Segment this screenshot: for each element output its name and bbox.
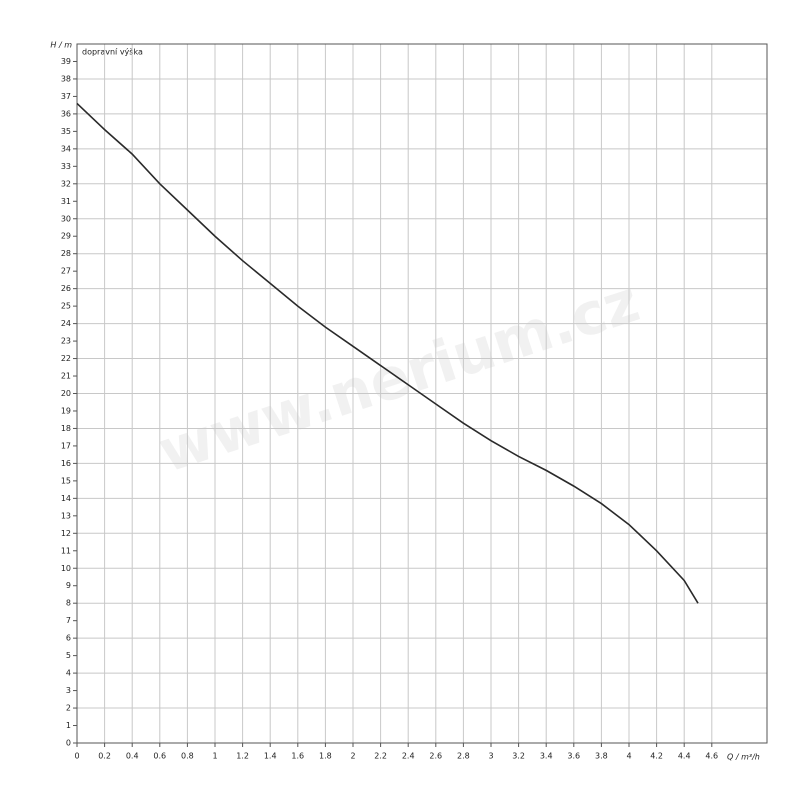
x-tick-label: 1.2 — [236, 752, 249, 761]
y-tick-label: 16 — [61, 459, 71, 468]
x-tick-label: 0.2 — [98, 752, 111, 761]
y-tick-label: 10 — [61, 564, 71, 573]
y-tick-label: 1 — [66, 721, 71, 730]
y-tick-label: 39 — [61, 57, 71, 66]
x-tick-label: 2.2 — [374, 752, 387, 761]
y-tick-label: 7 — [66, 616, 71, 625]
x-tick-label: 2 — [350, 752, 355, 761]
x-tick-label: 0.4 — [126, 752, 139, 761]
y-tick-label: 34 — [61, 144, 71, 153]
y-tick-label: 36 — [61, 109, 71, 118]
x-tick-label: 0 — [74, 752, 79, 761]
y-tick-label: 30 — [61, 214, 71, 223]
y-tick-label: 19 — [61, 406, 71, 415]
x-tick-label: 4.6 — [705, 752, 718, 761]
y-tick-label: 23 — [61, 337, 71, 346]
x-tick-label: 3.8 — [595, 752, 608, 761]
y-tick-label: 25 — [61, 302, 71, 311]
x-axis-label: Q / m³/h — [727, 753, 760, 762]
y-tick-label: 6 — [66, 634, 71, 643]
y-tick-label: 12 — [61, 529, 71, 538]
y-tick-label: 26 — [61, 284, 71, 293]
y-tick-label: 3 — [66, 686, 71, 695]
curve — [76, 102, 699, 604]
y-tick-label: 4 — [66, 669, 71, 678]
y-tick-label: 33 — [61, 162, 71, 171]
x-tick-label: 4.4 — [678, 752, 691, 761]
x-tick-label: 2.6 — [429, 752, 442, 761]
x-tick-label: 2.8 — [457, 752, 470, 761]
x-tick-label: 3.4 — [540, 752, 553, 761]
y-tick-label: 35 — [61, 127, 71, 136]
y-tick-label: 32 — [61, 179, 71, 188]
y-tick-label: 5 — [66, 651, 71, 660]
y-tick-label: 22 — [61, 354, 71, 363]
y-tick-label: 8 — [66, 599, 71, 608]
y-tick-label: 29 — [61, 232, 71, 241]
y-tick-label: 14 — [61, 494, 71, 503]
y-tick-label: 27 — [61, 267, 71, 276]
y-tick-label: 0 — [66, 739, 71, 748]
y-tick-label: 2 — [66, 704, 71, 713]
watermark: www.nerium.cz — [150, 267, 647, 486]
y-tick-label: 38 — [61, 74, 71, 83]
plot-frame — [76, 43, 768, 744]
y-tick-label: 18 — [61, 424, 71, 433]
x-tick-label: 0.8 — [181, 752, 194, 761]
y-tick-label: 28 — [61, 249, 71, 258]
x-tick-label: 3.6 — [567, 752, 580, 761]
y-tick-label: 37 — [61, 92, 71, 101]
x-tick-label: 4 — [626, 752, 631, 761]
x-tick-label: 1.8 — [319, 752, 332, 761]
y-tick-label: 20 — [61, 389, 71, 398]
x-tick-label: 1.4 — [264, 752, 277, 761]
y-axis-label: H / m — [50, 41, 72, 50]
y-tick-label: 13 — [61, 511, 71, 520]
y-tick-label: 17 — [61, 441, 71, 450]
x-tick-label: 1 — [212, 752, 217, 761]
x-tick-label: 1.6 — [291, 752, 304, 761]
y-tick-label: 21 — [61, 372, 71, 381]
x-tick-label: 3 — [488, 752, 493, 761]
y-tick-label: 9 — [66, 581, 71, 590]
y-tick-label: 31 — [61, 197, 71, 206]
x-tick-label: 2.4 — [402, 752, 415, 761]
x-tick-label: 4.2 — [650, 752, 663, 761]
y-tick-label: 11 — [61, 546, 71, 555]
y-tick-label: 24 — [61, 319, 71, 328]
annotation: dopravní výška — [82, 47, 143, 57]
x-tick-label: 0.6 — [153, 752, 166, 761]
x-tick-label: 3.2 — [512, 752, 525, 761]
y-tick-label: 15 — [61, 476, 71, 485]
